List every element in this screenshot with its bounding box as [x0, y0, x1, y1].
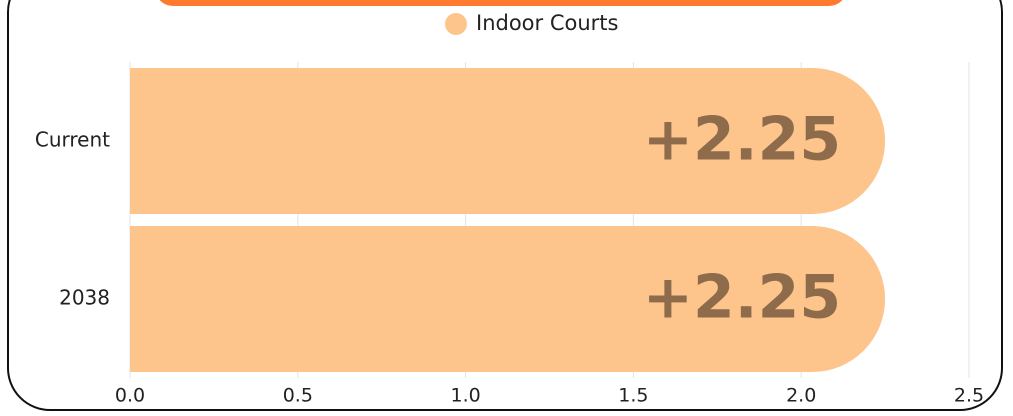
- bar: [130, 68, 886, 214]
- x-tick-label: 2.5: [954, 385, 984, 407]
- bar: [130, 226, 886, 372]
- legend-marker: [445, 13, 467, 35]
- legend-label: Indoor Courts: [476, 11, 618, 35]
- x-tick-label: 0.0: [115, 385, 145, 407]
- x-tick-label: 0.5: [283, 385, 313, 407]
- header-bar: [159, 0, 843, 6]
- value-label: +2.25: [643, 263, 841, 333]
- x-tick-label: 2.0: [786, 385, 816, 407]
- y-tick-label: 2038: [59, 286, 110, 310]
- x-tick-label: 1.0: [450, 385, 480, 407]
- card-border: [7, 0, 1003, 411]
- x-tick-label: 1.5: [618, 385, 648, 407]
- value-label: +2.25: [643, 105, 841, 175]
- y-tick-label: Current: [35, 128, 110, 152]
